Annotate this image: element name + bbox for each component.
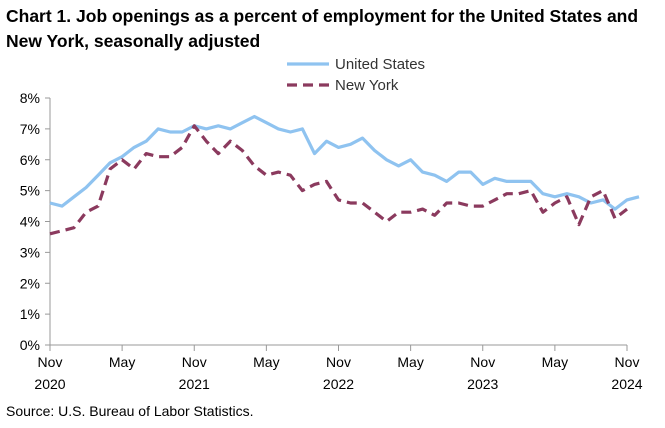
y-tick-label: 5% — [20, 183, 40, 199]
y-axis: 0% 1% 2% 3% 4% 5% 6% 7% 8% — [20, 90, 51, 353]
x-tick-year-label: 2023 — [467, 376, 498, 392]
x-axis: Nov 2020 May Nov 2021 May Nov 2022 May Nov 2023 May… — [34, 344, 643, 392]
source-note: Source: U.S. Bureau of Labor Statistics. — [6, 403, 254, 419]
series-line-united-states — [49, 114, 640, 211]
y-tick-label: 6% — [20, 152, 40, 168]
x-tick-year-label: 2024 — [611, 376, 642, 392]
x-tick-label: Nov — [182, 354, 207, 370]
x-tick-label: Nov — [326, 354, 351, 370]
x-tick-year-label: 2021 — [179, 376, 210, 392]
legend-label: United States — [335, 56, 425, 73]
x-tick-label: Nov — [470, 354, 495, 370]
x-tick-year-label: 2020 — [34, 376, 65, 392]
y-tick-label: 3% — [20, 244, 40, 260]
x-tick-label: May — [109, 354, 135, 370]
y-tick-label: 0% — [20, 337, 40, 353]
y-tick-label: 8% — [20, 90, 40, 106]
y-tick-label: 4% — [20, 214, 40, 230]
chart-title: Chart 1. Job openings as a percent of em… — [6, 6, 639, 51]
y-tick-label: 1% — [20, 306, 40, 322]
x-tick-label: May — [397, 354, 423, 370]
x-tick-year-label: 2022 — [323, 376, 354, 392]
plot-area — [49, 114, 640, 236]
series-line-new-york — [49, 124, 628, 236]
x-tick-label: Nov — [615, 354, 640, 370]
x-tick-label: Nov — [38, 354, 63, 370]
legend-label: New York — [335, 77, 399, 94]
x-tick-label: May — [253, 354, 279, 370]
x-tick-label: May — [542, 354, 568, 370]
y-tick-label: 7% — [20, 121, 40, 137]
y-tick-label: 2% — [20, 275, 40, 291]
legend: United States New York — [287, 56, 425, 94]
